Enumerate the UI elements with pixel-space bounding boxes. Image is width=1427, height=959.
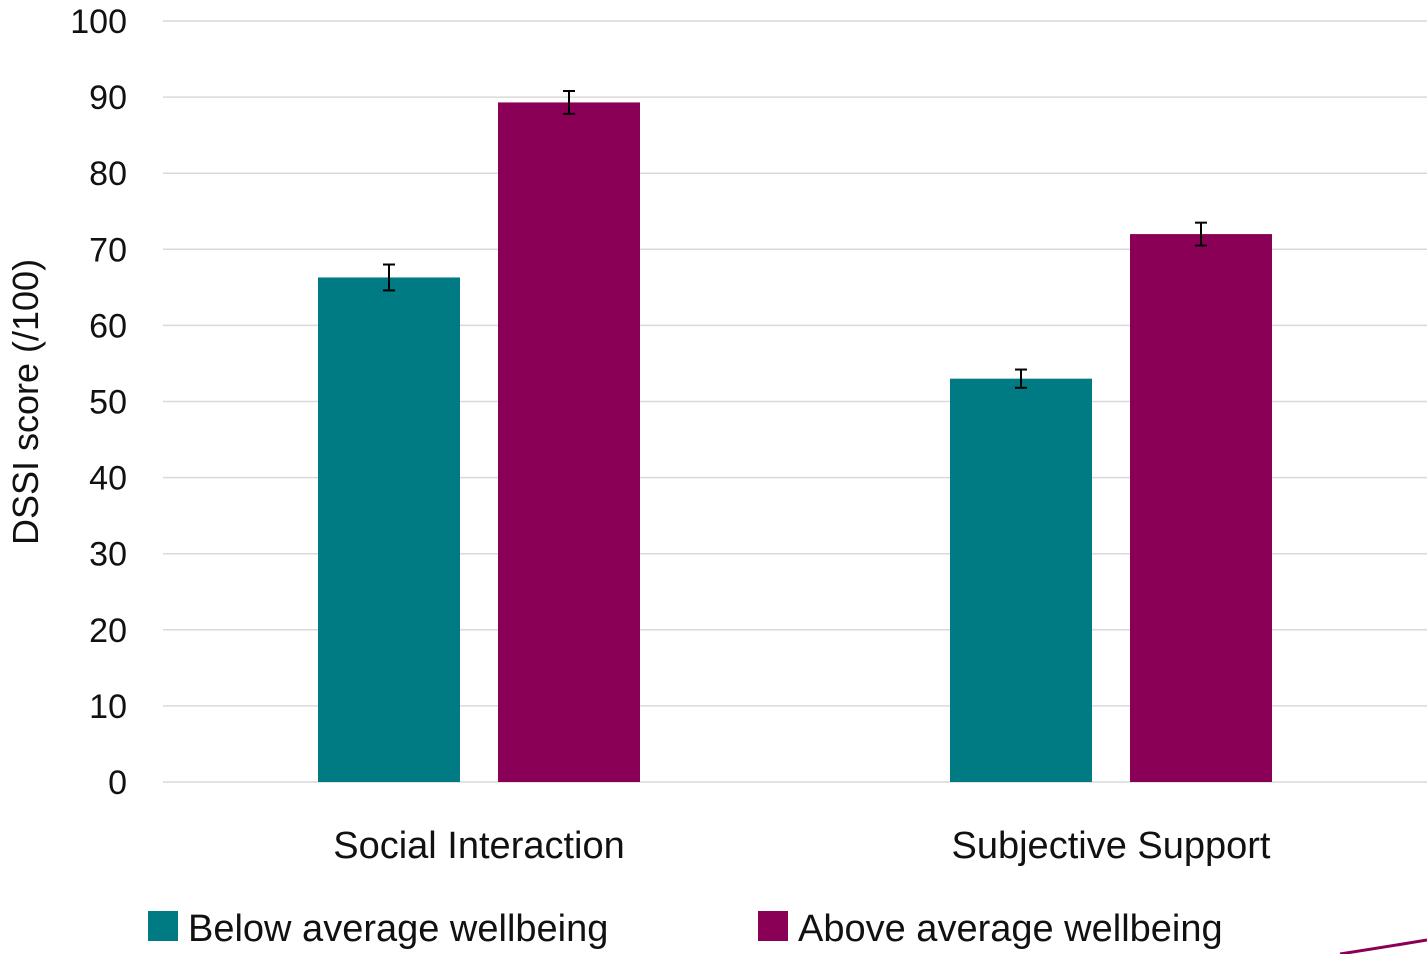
error-bars: [383, 90, 1207, 389]
bar: [950, 378, 1092, 782]
y-tick-label: 20: [89, 612, 127, 650]
legend-label: Below average wellbeing: [188, 908, 608, 950]
legend-label: Above average wellbeing: [798, 908, 1223, 950]
y-tick-label: 80: [89, 155, 127, 193]
y-tick-label: 60: [89, 307, 127, 345]
bar: [498, 102, 640, 782]
x-axis-category-labels: Social Interaction Subjective Support: [333, 825, 1271, 867]
legend-swatch: [148, 911, 178, 941]
bars: [318, 102, 1272, 782]
y-tick-label: 30: [89, 536, 127, 574]
x-category-label: Social Interaction: [333, 825, 625, 867]
y-tick-label: 90: [89, 79, 127, 117]
legend: Below average wellbeing Above average wel…: [148, 908, 1223, 950]
y-tick-label: 0: [108, 764, 127, 802]
legend-swatch: [758, 911, 788, 941]
x-category-label: Subjective Support: [952, 825, 1271, 867]
y-tick-label: 70: [89, 231, 127, 269]
y-tick-label: 40: [89, 460, 127, 498]
decorative-swoosh: [1339, 938, 1427, 956]
y-axis-title: DSSI score (/100): [5, 259, 46, 545]
y-tick-label: 100: [70, 3, 127, 41]
y-tick-label: 50: [89, 384, 127, 422]
y-tick-label: 10: [89, 688, 127, 726]
bar: [1130, 234, 1272, 782]
y-axis-tick-labels: 0 10 20 30 40 50 60 70 80 90 100: [70, 3, 127, 802]
bar: [318, 277, 460, 782]
